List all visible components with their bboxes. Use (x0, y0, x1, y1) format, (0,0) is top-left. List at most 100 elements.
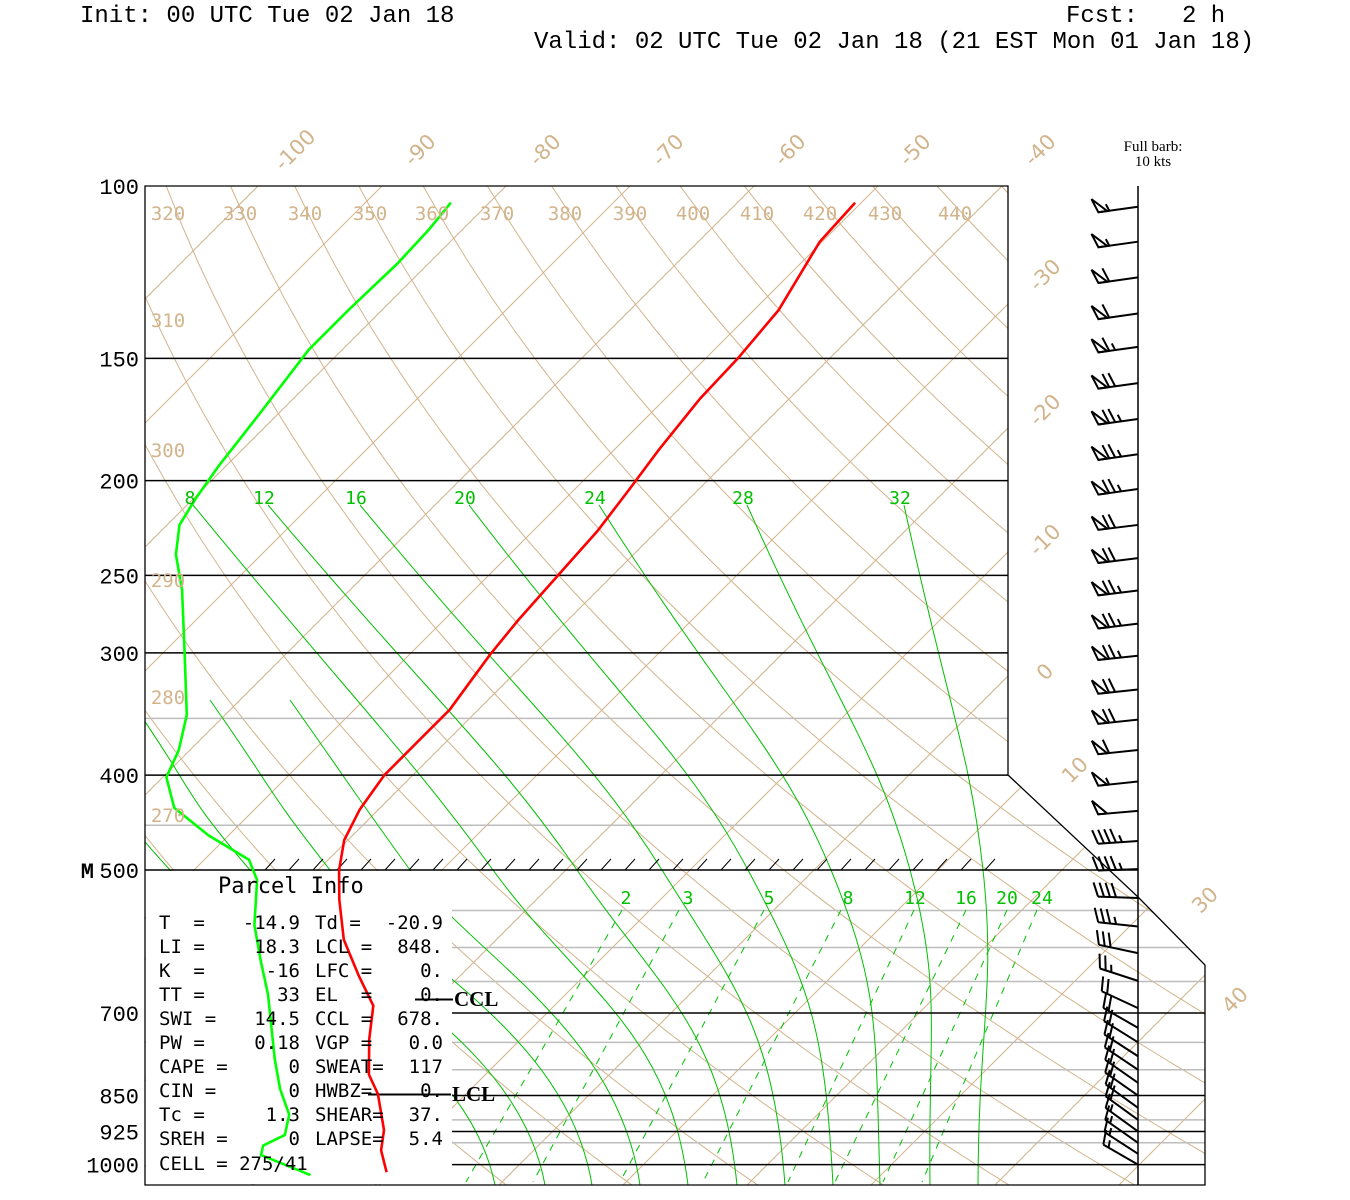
wind-barb-full (1101, 708, 1111, 724)
hatch-tick (528, 858, 540, 871)
wind-barb-staff (1104, 1119, 1139, 1144)
parcel-label: VGP = (315, 1032, 373, 1054)
forecast-hour: 2 h (1182, 3, 1226, 30)
wind-barb (1090, 678, 1139, 695)
ccl-marker-label: CCL (454, 987, 499, 1011)
parcel-value: 848. (397, 936, 443, 958)
hatch-tick (864, 858, 876, 871)
wind-barb-layer (1090, 198, 1139, 1166)
wind-barb-pennant (1090, 480, 1110, 496)
parcel-label: Tc = (159, 1104, 205, 1126)
hatch-tick (432, 858, 444, 871)
chart-frame (144, 185, 1206, 1186)
hatch-tick (624, 858, 636, 871)
wind-barb-half (1118, 834, 1123, 843)
wind-barb (1090, 478, 1139, 496)
wind-barb (1090, 612, 1139, 630)
wind-barb-full (1092, 882, 1099, 897)
wind-barb-pennant (1090, 410, 1110, 426)
wind-barb-full (1107, 579, 1117, 594)
wind-barb (1104, 1105, 1139, 1144)
mixing-ratio-label: 8 (843, 888, 854, 909)
mixing-ratio-line (834, 909, 967, 1183)
dry-adiabat-line (808, 186, 1205, 1185)
hatch-tick (672, 858, 684, 871)
dry-adiabat-line (936, 186, 1205, 1185)
pressure-tick-label: 500 (99, 860, 139, 885)
moist-adiabat-line (746, 504, 932, 1185)
moist-adiabat-line (903, 504, 989, 1185)
isotherm-line (1243, 186, 1350, 1185)
hatch-tick (888, 858, 900, 871)
parcel-label: T = (159, 912, 205, 934)
wind-barb-full (1101, 678, 1111, 694)
hatch-tick (408, 858, 420, 871)
wind-barb-pennant (1090, 740, 1110, 756)
lcl-marker-label: LCL (452, 1082, 496, 1106)
dry-adiabat-label: 350 (353, 203, 387, 225)
parcel-value: -16 (265, 960, 300, 982)
wind-barb-full (1107, 514, 1117, 529)
wind-barb-full (1107, 547, 1117, 562)
wind-barb-full (1104, 1081, 1111, 1097)
parcel-label: LFC = (315, 960, 373, 982)
parcel-value: 1.3 (265, 1104, 300, 1126)
wind-barb-half (1116, 414, 1123, 422)
wind-barb-pennant (1090, 445, 1110, 461)
wind-barb-full (1102, 993, 1108, 1009)
isotherm-label: -70 (647, 129, 688, 170)
wind-barb (1098, 953, 1139, 982)
wind-barb-pennant (1090, 374, 1110, 390)
parcel-value: 0 (288, 1056, 300, 1078)
hatch-tick (768, 858, 780, 871)
wind-barb-full (1109, 1073, 1116, 1089)
pressure-tick-label: 150 (99, 348, 139, 373)
isotherm-label: -20 (1024, 389, 1065, 430)
wind-barb-pennant (1090, 269, 1110, 285)
dry-adiabat-label: 340 (288, 203, 322, 225)
mixing-ratio-label: 3 (683, 888, 694, 909)
wind-barb-full (1095, 929, 1100, 945)
mixing-ratio-label: 20 (996, 888, 1018, 909)
wind-barb-staff (1105, 1083, 1139, 1109)
wind-barb-full (1107, 443, 1117, 458)
wind-barb-full (1101, 267, 1111, 282)
mixing-ratio-line (532, 909, 680, 1183)
wind-barb (1090, 267, 1139, 285)
hatch-tick (744, 858, 756, 871)
wind-barb (1091, 800, 1139, 816)
parcel-value: 5.4 (408, 1128, 443, 1150)
parcel-label: LI = (159, 936, 205, 958)
isotherm-line (0, 186, 10, 1185)
wind-barb-half (1104, 203, 1111, 212)
isotherm-line (498, 186, 1205, 1185)
hatch-tick (792, 858, 804, 871)
dry-adiabat-label: 320 (151, 203, 185, 225)
wind-barb-pennant (1090, 771, 1110, 787)
wind-barb-full (1105, 908, 1112, 924)
hatch-tick (384, 858, 396, 871)
isotherm-label: -80 (524, 129, 565, 170)
wind-barb-full (1103, 828, 1111, 844)
wind-barb-full (1091, 856, 1099, 871)
wind-barb-full (1110, 882, 1117, 898)
dry-adiabat-line (1129, 186, 1205, 1185)
mixing-ratio-label: 16 (955, 888, 977, 909)
parcel-value: 0.0 (408, 1032, 443, 1054)
dry-adiabat-label: 390 (613, 203, 647, 225)
wind-barb-pennant (1091, 800, 1110, 816)
wind-barb-full (1107, 678, 1117, 693)
wind-barb-pennant (1090, 548, 1110, 565)
wind-barb-full (1107, 478, 1117, 493)
wind-barb-full (1101, 337, 1111, 352)
parcel-value: 0. (420, 984, 443, 1006)
wind-barb-full (1101, 644, 1111, 660)
wind-barb (1103, 1019, 1139, 1058)
mixing-ratio-label: 24 (1031, 888, 1053, 909)
wind-barb-full (1098, 882, 1105, 898)
isotherm-label: -30 (1024, 254, 1065, 295)
dry-adiabat-label: 430 (868, 203, 902, 225)
wind-barb-full (1093, 907, 1100, 923)
wind-barb (1103, 1032, 1139, 1071)
wind-barb-half (1116, 618, 1123, 627)
